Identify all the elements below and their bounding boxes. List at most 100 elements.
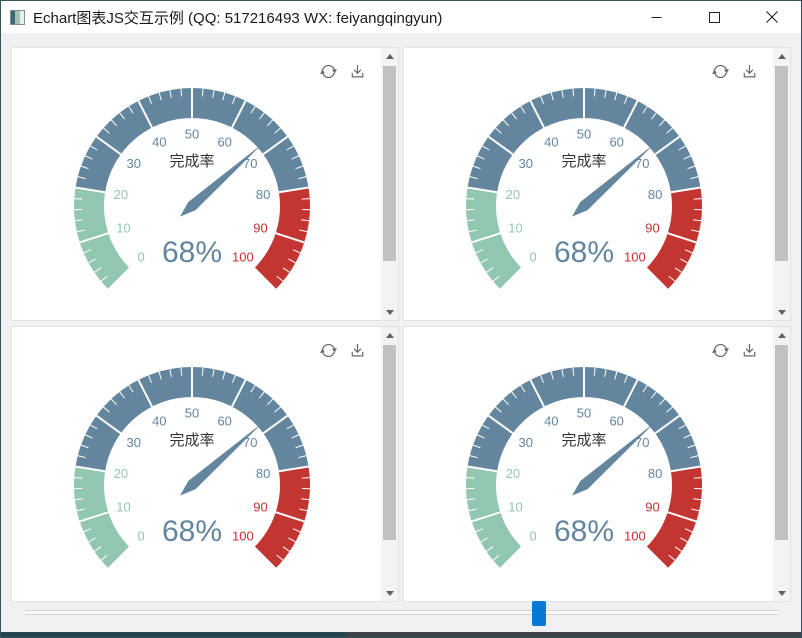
gauge-split-line — [262, 135, 289, 156]
chart-toolbox — [710, 61, 759, 81]
gauge-minor-tick — [466, 198, 475, 200]
gauge-minor-tick — [119, 391, 125, 399]
gauge-axis-label: 100 — [232, 249, 254, 264]
gauge-split-line — [670, 465, 701, 473]
gauge-minor-tick — [83, 528, 92, 533]
gauge-minor-tick — [482, 424, 490, 430]
triangle-down-icon — [777, 590, 786, 596]
gauge-minor-tick — [468, 229, 477, 233]
gauge-split-line — [529, 379, 545, 408]
gauge-minor-tick — [80, 444, 89, 449]
gauge-minor-tick — [77, 455, 86, 459]
gauge-minor-tick — [466, 498, 475, 501]
scroll-up-button[interactable] — [773, 48, 790, 64]
gauge-minor-tick — [651, 112, 657, 120]
gauge-minor-tick — [128, 106, 134, 114]
vertical-scrollbar[interactable] — [381, 327, 398, 601]
gauge-minor-tick — [693, 219, 702, 222]
gauge-split-line — [667, 232, 697, 244]
gauge-minor-tick — [604, 89, 607, 99]
gauge-minor-tick — [169, 89, 172, 99]
gauge-minor-tick — [678, 424, 686, 430]
gauge-minor-tick — [201, 367, 204, 376]
gauge-minor-tick — [298, 455, 307, 459]
gauge-minor-tick — [561, 89, 564, 99]
minimize-button[interactable] — [627, 1, 685, 33]
gauge-minor-tick — [299, 508, 308, 512]
gauge-minor-tick — [169, 368, 172, 378]
scrollbar-thumb[interactable] — [775, 66, 788, 261]
triangle-up-icon — [385, 53, 394, 59]
gauge-minor-tick — [475, 528, 484, 533]
gauge-minor-tick — [128, 385, 134, 393]
gauge-minor-tick — [94, 546, 102, 552]
gauge-minor-tick — [74, 477, 83, 479]
gauge-minor-tick — [477, 155, 485, 160]
save-image-icon[interactable] — [739, 61, 759, 81]
gauge-split-line — [95, 135, 122, 156]
chart-toolbox — [318, 340, 367, 360]
save-image-icon[interactable] — [347, 61, 367, 81]
gauge-minor-tick — [291, 434, 299, 439]
scroll-down-button[interactable] — [773, 304, 790, 320]
gauge-minor-tick — [691, 229, 700, 233]
vertical-scrollbar[interactable] — [381, 48, 398, 320]
gauge-minor-tick — [480, 537, 488, 543]
horizontal-slider-handle[interactable] — [532, 601, 546, 626]
window-controls — [627, 1, 801, 33]
chart-toolbox — [710, 340, 759, 360]
vertical-scrollbar[interactable] — [773, 48, 790, 320]
scrollbar-thumb[interactable] — [383, 345, 396, 540]
gauge-minor-tick — [282, 267, 290, 273]
restore-icon[interactable] — [710, 61, 730, 81]
gauge-split-line — [670, 186, 701, 194]
scroll-down-button[interactable] — [381, 304, 398, 320]
horizontal-slider-track[interactable] — [25, 610, 779, 615]
gauge-axis-label: 10 — [116, 500, 130, 515]
restore-icon[interactable] — [318, 340, 338, 360]
gauge-axis-label: 50 — [185, 127, 199, 142]
gauge-minor-tick — [94, 267, 102, 273]
close-button[interactable] — [743, 1, 801, 33]
gauge-axis-label: 50 — [577, 127, 591, 142]
gauge-minor-tick — [276, 554, 284, 561]
scroll-up-button[interactable] — [381, 327, 398, 343]
gauge-title: 完成率 — [169, 432, 214, 449]
maximize-button[interactable] — [685, 1, 743, 33]
save-image-icon[interactable] — [347, 340, 367, 360]
gauge-split-line — [253, 267, 277, 291]
scroll-down-button[interactable] — [773, 585, 790, 601]
scroll-up-button[interactable] — [773, 327, 790, 343]
gauge-needle — [180, 143, 263, 217]
gauge-minor-tick — [668, 554, 676, 561]
gauge-minor-tick — [76, 508, 85, 512]
gauge-split-line — [107, 546, 131, 570]
scroll-down-button[interactable] — [381, 585, 398, 601]
minimize-icon — [651, 16, 661, 18]
scrollbar-thumb[interactable] — [775, 345, 788, 540]
gauge-minor-tick — [486, 546, 494, 552]
restore-icon[interactable] — [710, 340, 730, 360]
gauge-axis-label: 90 — [645, 221, 659, 236]
vertical-scrollbar[interactable] — [773, 327, 790, 601]
chart-toolbox — [318, 61, 367, 81]
gauge-minor-tick — [292, 528, 301, 533]
gauge-minor-tick — [266, 398, 274, 406]
gauge-detail: 68% — [162, 236, 222, 269]
gauge-split-line — [654, 135, 681, 156]
chart-panel: 0 10 20 30 40 50 60 70 80 90 100 完成率 68% — [403, 47, 791, 321]
gauge-minor-tick — [469, 455, 478, 459]
gauge-minor-tick — [466, 477, 475, 479]
gauge-minor-tick — [693, 477, 702, 479]
scroll-up-button[interactable] — [381, 48, 398, 64]
scrollbar-thumb[interactable] — [383, 66, 396, 261]
gauge-minor-tick — [502, 398, 510, 406]
gauge-split-line — [79, 232, 109, 244]
gauge-split-line — [529, 100, 545, 129]
gauge-minor-tick — [511, 112, 517, 120]
gauge-split-line — [107, 267, 131, 291]
restore-icon[interactable] — [318, 61, 338, 81]
save-image-icon[interactable] — [739, 340, 759, 360]
gauge-minor-tick — [691, 508, 700, 512]
